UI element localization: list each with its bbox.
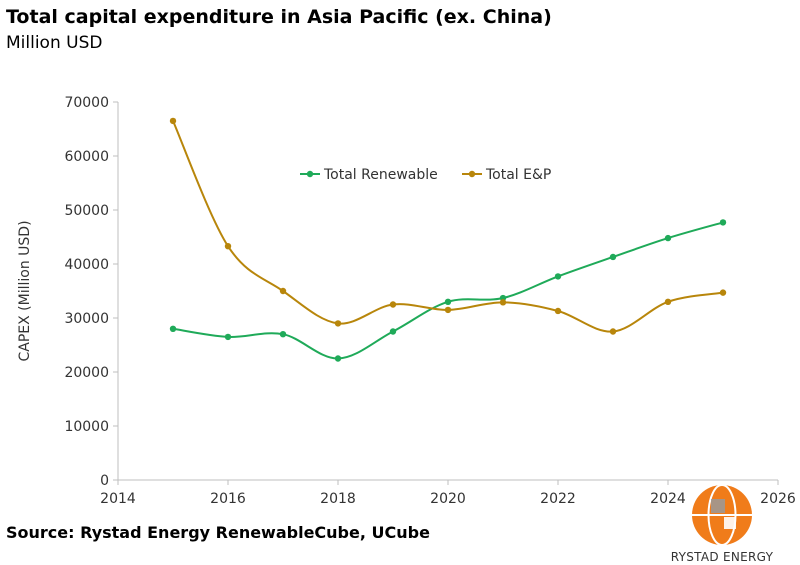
series-line-total-e-p [172,120,724,333]
chart-legend: Total Renewable Total E&P [300,167,551,183]
data-point-total-renewable [664,234,672,242]
x-tick-label: 2018 [320,491,356,507]
data-point-total-renewable [609,253,617,261]
chart-subtitle: Million USD [6,33,103,53]
data-point-total-e-p [609,328,617,335]
logo-block-icon [724,517,736,529]
chart-title: Total capital expenditure in Asia Pacifi… [6,6,552,28]
source-note: Source: Rystad Energy RenewableCube, UCu… [6,523,430,542]
data-point-total-e-p [719,289,727,296]
x-tick-label: 2014 [100,491,136,507]
data-point-total-e-p [334,320,342,327]
y-axis-label: CAPEX (Million USD) [17,220,33,361]
data-point-total-e-p [169,117,177,125]
data-point-total-e-p [499,299,507,306]
data-point-total-renewable [389,328,397,335]
chart-series [169,117,727,362]
data-point-total-e-p [224,242,232,250]
y-tick-label: 20000 [64,365,109,381]
data-point-total-renewable [554,273,562,280]
y-tick-label: 60000 [64,149,109,165]
legend-label-total-renewable: Total Renewable [323,167,438,183]
legend-label-total-e-p: Total E&P [485,167,551,183]
data-point-total-e-p [389,301,397,308]
series-line-total-renewable [172,221,724,360]
x-tick-label: 2016 [210,491,246,507]
x-tick-label: 2024 [650,491,686,507]
data-point-total-e-p [444,306,452,314]
y-tick-label: 30000 [64,311,109,327]
data-point-total-renewable [169,325,177,332]
y-tick-label: 70000 [64,95,109,111]
y-tick-label: 50000 [64,203,109,219]
legend-marker-total-renewable [306,170,314,178]
data-point-total-renewable [224,333,232,341]
chart-axes: 0 10000 20000 30000 40000 50000 60000 70000 2014… [17,95,796,507]
x-tick-label: 2026 [760,491,796,507]
data-point-total-renewable [334,355,342,362]
y-tick-label: 10000 [64,419,109,435]
data-point-total-e-p [664,298,672,305]
data-point-total-e-p [554,307,562,315]
y-tick-label: 0 [100,473,109,489]
data-point-total-renewable [444,298,452,305]
y-tick-label: 40000 [64,257,109,273]
legend-marker-total-e-p [468,170,476,178]
data-point-total-e-p [279,287,287,295]
data-point-total-renewable [279,331,287,338]
logo-text: RYSTAD ENERGY [671,550,774,564]
x-tick-label: 2020 [430,491,466,507]
data-point-total-renewable [719,219,727,226]
x-tick-label: 2022 [540,491,576,507]
rystad-logo: RYSTAD ENERGY [671,484,774,564]
logo-block-icon [711,499,725,513]
